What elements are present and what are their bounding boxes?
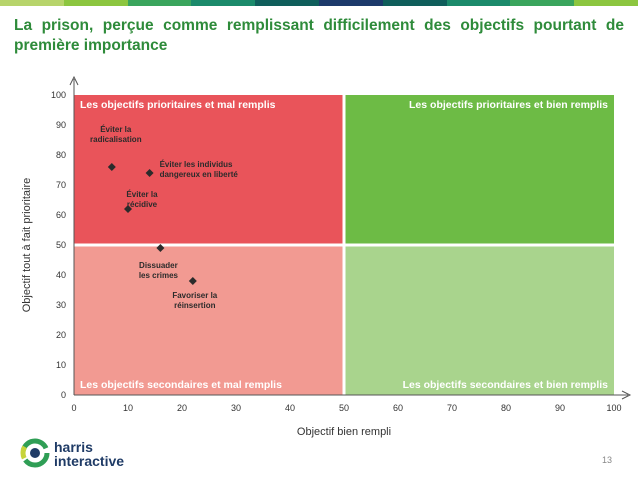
x-tick-label: 100 [606,403,621,413]
data-point-marker [145,169,154,177]
quadrant-top-left [74,95,343,244]
y-tick-label: 10 [56,360,66,370]
quadrant-label-bottom-left: Les objectifs secondaires et mal remplis [80,379,282,391]
logo-wordmark: harris interactive [54,440,124,468]
logo-line-2: interactive [54,453,125,469]
x-tick-label: 0 [71,403,76,413]
data-point-label: radicalisation [90,135,142,144]
y-tick-label: 60 [56,210,66,220]
data-point-label: les crimes [139,271,179,280]
y-axis-arrow [69,75,79,86]
data-point-label: Dissuader [139,261,178,270]
top-bar-segment [0,0,64,6]
harris-logo-icon [20,438,50,468]
y-tick-label: 30 [56,300,66,310]
top-bar-segment [574,0,638,6]
data-point-label: Favoriser la [172,291,217,300]
y-tick-label: 40 [56,270,66,280]
data-point-marker [124,205,132,213]
x-tick-label: 40 [285,403,295,413]
x-axis-arrow [621,390,632,400]
quadrant-label-top-left: Les objectifs prioritaires et mal rempli… [80,99,276,111]
quadrant-label-top-right: Les objectifs prioritaires et bien rempl… [409,99,608,111]
x-tick-label: 10 [123,403,133,413]
x-tick-label: 70 [447,403,457,413]
y-tick-label: 70 [56,180,66,190]
top-bar-segment [510,0,575,6]
top-color-bar [0,0,638,6]
y-tick-label: 50 [56,240,66,250]
data-point-label: récidive [127,200,158,209]
x-tick-label: 60 [393,403,403,413]
data-point-marker [156,244,165,252]
y-tick-label: 100 [51,90,66,100]
x-tick-label: 30 [231,403,241,413]
top-bar-segment [63,0,128,6]
top-bar-segment [318,0,383,6]
y-tick-label: 20 [56,330,66,340]
top-bar-segment [446,0,511,6]
y-tick-label: 80 [56,150,66,160]
quadrant-bottom-right [345,246,614,395]
top-bar-segment [255,0,319,6]
x-tick-label: 80 [501,403,511,413]
quadrant-top-right [345,95,614,244]
top-bar-segment [382,0,447,6]
x-tick-label: 50 [339,403,349,413]
y-tick-label: 90 [56,120,66,130]
data-point-label: Éviter les individus [160,160,233,169]
x-axis-label: Objectif bien rempli [297,426,391,438]
top-bar-segment [127,0,192,6]
y-axis-label: Objectif tout à fait prioritaire [21,178,33,313]
data-point-marker [107,163,116,171]
page-number: 13 [601,455,612,465]
y-tick-label: 0 [61,390,66,400]
x-tick-label: 20 [177,403,187,413]
logo-line-1: harris [54,439,93,455]
data-point-label: réinsertion [174,301,215,310]
quadrant-label-bottom-right: Les objectifs secondaires et bien rempli… [403,379,609,391]
data-point-label: dangereux en liberté [160,170,239,179]
x-tick-label: 90 [555,403,565,413]
data-point-label: Éviter la [126,190,158,199]
quadrant-bottom-left [74,246,343,395]
slide-title: La prison, perçue comme remplissant diff… [14,17,624,54]
data-point-label: Éviter la [100,125,132,134]
data-point-marker [188,277,197,285]
top-bar-segment [191,0,256,6]
